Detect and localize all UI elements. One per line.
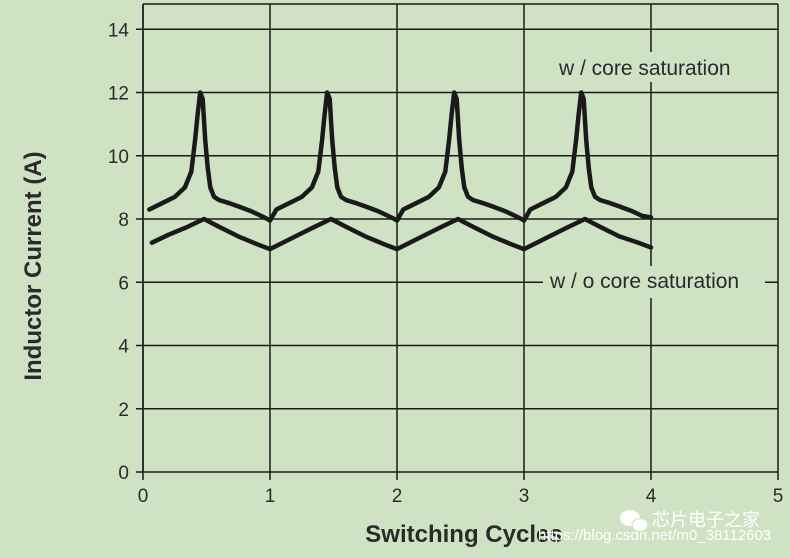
- grid: [136, 3, 779, 480]
- watermark: https://blog.csdn.net/m0_38112603 芯片电子之家: [538, 510, 771, 544]
- y-tick-label-0: 0: [118, 463, 129, 484]
- y-tick-label-2: 2: [118, 400, 129, 421]
- y-axis-title: Inductor Current (A): [20, 151, 47, 380]
- x-tick-label-2: 2: [392, 486, 403, 507]
- y-tick-label-12: 12: [108, 84, 129, 105]
- x-axis-title: Switching Cycles: [365, 521, 562, 548]
- series-line-with-saturation: [147, 90, 654, 223]
- y-tick-label-10: 10: [108, 147, 129, 168]
- x-tick-label-5: 5: [773, 486, 784, 507]
- x-tick-label-3: 3: [519, 486, 530, 507]
- annotation-without-saturation: w / o core saturation: [549, 270, 739, 293]
- annotation-no-saturation-bg: [543, 266, 765, 298]
- annotation-with-saturation: w / core saturation: [558, 57, 731, 80]
- series-line-without-saturation: [149, 216, 654, 252]
- x-tick-label-1: 1: [265, 486, 276, 507]
- x-tick-label-4: 4: [646, 486, 657, 507]
- y-tick-label-8: 8: [118, 210, 129, 231]
- annotation-saturation-bg: [552, 52, 762, 82]
- x-tick-label-0: 0: [138, 486, 149, 507]
- y-tick-labels: 0 2 4 6 8 10 12 14: [108, 20, 130, 484]
- watermark-url: https://blog.csdn.net/m0_38112603: [538, 527, 771, 544]
- series-lines: [147, 90, 654, 252]
- wechat-icon: [620, 510, 649, 533]
- y-tick-label-6: 6: [118, 273, 129, 294]
- y-tick-label-4: 4: [118, 337, 129, 358]
- watermark-brand: 芯片电子之家: [652, 510, 760, 530]
- x-tick-labels: 0 1 2 3 4 5: [138, 486, 784, 507]
- y-tick-label-14: 14: [108, 20, 130, 41]
